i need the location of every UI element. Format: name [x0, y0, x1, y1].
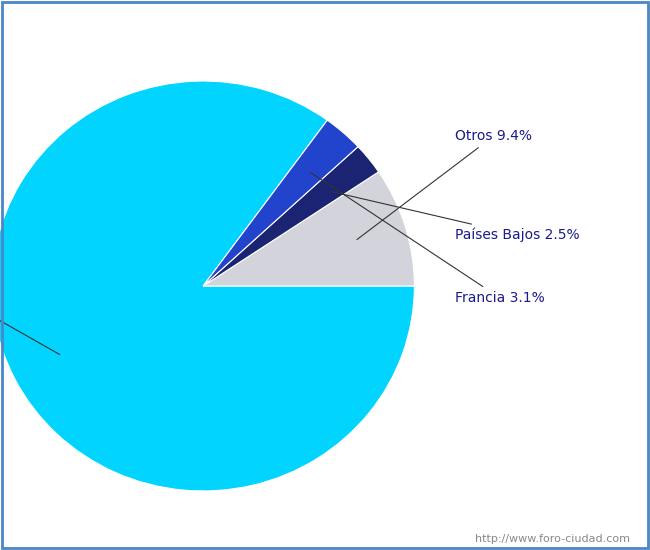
Text: Portugal 85.0%: Portugal 85.0% [0, 279, 60, 354]
Text: http://www.foro-ciudad.com: http://www.foro-ciudad.com [476, 535, 630, 544]
Text: Francia 3.1%: Francia 3.1% [311, 173, 545, 305]
Wedge shape [0, 81, 415, 491]
Wedge shape [203, 172, 415, 286]
Text: Alconchel - Turistas extranjeros según país - Agosto de 2024: Alconchel - Turistas extranjeros según p… [51, 16, 599, 33]
Text: Otros 9.4%: Otros 9.4% [357, 129, 532, 240]
Wedge shape [203, 147, 378, 286]
Text: Países Bajos 2.5%: Países Bajos 2.5% [330, 191, 580, 242]
Wedge shape [203, 120, 358, 286]
